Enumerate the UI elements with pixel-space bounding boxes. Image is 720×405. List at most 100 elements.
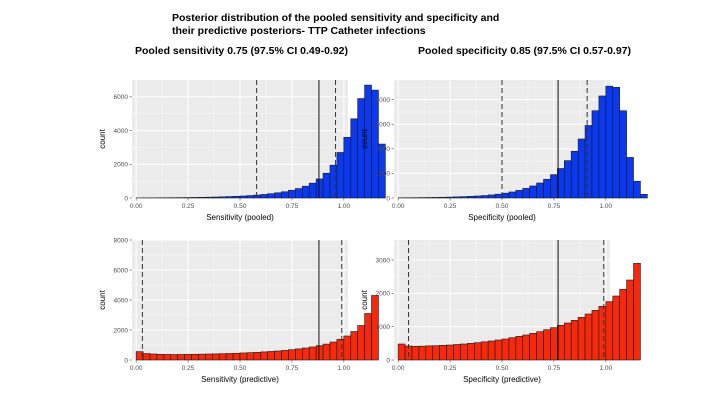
histogram-bar bbox=[177, 354, 185, 361]
histogram-bar bbox=[301, 185, 310, 199]
histogram-bar bbox=[232, 352, 241, 361]
y-axis-title: count bbox=[98, 289, 107, 309]
x-tick-label: 0.75 bbox=[548, 365, 561, 372]
histogram-bar bbox=[432, 345, 440, 361]
histogram-bar bbox=[467, 343, 475, 361]
histogram-bar bbox=[246, 195, 255, 199]
histogram-bar bbox=[570, 320, 579, 361]
histogram-bar bbox=[350, 118, 358, 199]
histogram-bar bbox=[142, 353, 151, 361]
y-tick-label: 4000 bbox=[114, 297, 129, 304]
histogram-bar bbox=[322, 172, 331, 199]
histogram-bar bbox=[480, 195, 489, 199]
y-tick-label: 0 bbox=[124, 195, 128, 202]
histogram-bar bbox=[626, 157, 634, 199]
histogram-bar bbox=[453, 196, 461, 199]
histogram-bar bbox=[308, 182, 317, 199]
chart-specificity-pooled: 0.00 0.25 0.50 0.75 1.00 0 1000 2000 3000 4000 Spe… bbox=[360, 80, 648, 222]
x-tick-label: 0.75 bbox=[548, 203, 561, 210]
histogram-bar bbox=[225, 353, 234, 361]
histogram-bar bbox=[467, 196, 475, 199]
histogram-bar bbox=[156, 354, 165, 361]
histogram-bar bbox=[246, 352, 255, 361]
histogram-bar bbox=[301, 347, 310, 361]
histogram-bar bbox=[508, 337, 517, 361]
y-axis-title: count bbox=[360, 289, 369, 309]
histogram-bar bbox=[212, 353, 220, 361]
histogram-bar bbox=[281, 350, 289, 361]
x-axis-title: Specificity (predictive) bbox=[463, 375, 541, 384]
histogram-bar bbox=[260, 351, 268, 361]
histogram-bar bbox=[612, 295, 620, 361]
y-tick-label: 4000 bbox=[376, 97, 391, 104]
histogram-bar bbox=[605, 301, 614, 361]
histogram-bar bbox=[281, 191, 289, 199]
histogram-bar bbox=[212, 196, 220, 199]
histogram-bar bbox=[480, 341, 489, 361]
y-tick-label: 2000 bbox=[376, 291, 391, 298]
histogram-bar bbox=[453, 344, 461, 361]
histogram-bar bbox=[515, 190, 524, 199]
x-tick-label: 1.00 bbox=[600, 203, 613, 210]
histogram-bar bbox=[508, 191, 517, 199]
histogram-bar bbox=[191, 197, 199, 199]
x-axis-title: Specificity (pooled) bbox=[468, 213, 536, 222]
chart-sensitivity-predictive: 0.00 0.25 0.50 0.75 1.00 0 2000 4000 6000 8000 Sen… bbox=[98, 237, 379, 384]
x-tick-label: 1.00 bbox=[338, 365, 351, 372]
histogram-bar bbox=[584, 125, 593, 199]
histogram-bar bbox=[288, 349, 296, 361]
histogram-bar bbox=[633, 263, 641, 361]
y-axis-title: count bbox=[98, 128, 107, 148]
histogram-bar bbox=[591, 110, 600, 199]
histogram-bar bbox=[626, 279, 634, 361]
y-tick-label: 0 bbox=[386, 195, 390, 202]
y-axis-title: count bbox=[360, 128, 369, 148]
y-tick-label: 0 bbox=[386, 357, 390, 364]
histogram-bar bbox=[598, 306, 607, 361]
histogram-bar bbox=[267, 351, 275, 361]
histogram-bar bbox=[563, 322, 572, 361]
y-tick-label: 4000 bbox=[114, 128, 129, 135]
histogram-bar bbox=[225, 196, 234, 199]
x-tick-label: 1.00 bbox=[338, 203, 351, 210]
histogram-bar bbox=[425, 345, 434, 361]
x-tick-label: 0.25 bbox=[444, 365, 457, 372]
histogram-bar bbox=[640, 194, 648, 199]
x-tick-label: 0.25 bbox=[182, 203, 195, 210]
histogram-bar bbox=[184, 354, 192, 361]
histogram-bar bbox=[163, 354, 172, 361]
y-tick-label: 0 bbox=[124, 357, 128, 364]
histogram-bar bbox=[343, 335, 352, 361]
histogram-bar bbox=[336, 339, 345, 361]
histogram-bar bbox=[619, 289, 627, 361]
chart-specificity-predictive: 0.00 0.25 0.50 0.75 1.00 0 1000 2000 3000 Specifi… bbox=[360, 240, 641, 384]
histogram-bar bbox=[474, 195, 482, 199]
y-tick-label: 1000 bbox=[376, 324, 391, 331]
histogram-bar bbox=[397, 343, 406, 361]
y-tick-label: 2000 bbox=[114, 327, 129, 334]
histogram-bar bbox=[170, 354, 178, 361]
histogram-bar bbox=[295, 188, 303, 199]
histogram-bar bbox=[619, 110, 627, 199]
histogram-bar bbox=[543, 179, 551, 199]
histogram-bar bbox=[598, 95, 607, 199]
histogram-bar bbox=[274, 350, 282, 361]
histogram-bar bbox=[329, 341, 338, 361]
histogram-bar bbox=[612, 87, 620, 199]
histogram-bar bbox=[591, 310, 600, 361]
histogram-bar bbox=[371, 295, 379, 361]
histogram-bar bbox=[149, 353, 158, 361]
histogram-bar bbox=[570, 150, 579, 199]
histogram-bar bbox=[501, 338, 510, 361]
histogram-bar bbox=[267, 193, 275, 199]
histogram-bar bbox=[315, 345, 324, 361]
histogram-bar bbox=[577, 138, 586, 199]
histogram-bar bbox=[487, 340, 496, 361]
histogram-bar bbox=[315, 178, 324, 199]
histogram-bar bbox=[253, 352, 262, 361]
histogram-bar bbox=[432, 197, 440, 199]
histogram-bar bbox=[522, 188, 530, 199]
histogram-bar bbox=[522, 334, 530, 361]
histogram-bar bbox=[274, 192, 282, 199]
histogram-bar bbox=[577, 317, 586, 361]
